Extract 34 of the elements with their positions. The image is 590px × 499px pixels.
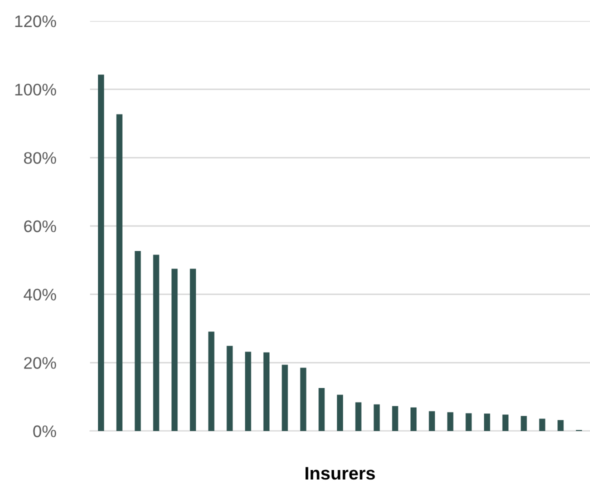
bar <box>428 411 435 431</box>
bar <box>116 114 122 431</box>
bar <box>208 332 214 431</box>
y-tick-label: 40% <box>24 288 56 301</box>
bar <box>318 388 325 431</box>
bar <box>520 416 527 431</box>
y-tick-label: 120% <box>15 15 56 28</box>
bar <box>263 352 270 431</box>
bar <box>245 352 252 431</box>
bar <box>336 394 344 431</box>
bar <box>558 420 564 431</box>
y-tick-label: 0% <box>33 425 56 438</box>
bar <box>355 402 362 431</box>
bar <box>539 418 546 431</box>
bar <box>172 268 178 431</box>
bar <box>190 268 196 431</box>
bar <box>447 412 454 431</box>
y-tick-label: 20% <box>24 357 56 369</box>
bar <box>374 404 380 431</box>
bar <box>226 346 233 431</box>
bar <box>300 368 306 431</box>
y-tick-label: 60% <box>24 220 56 232</box>
x-axis-title: Insurers <box>306 467 375 480</box>
bar <box>392 406 398 431</box>
bar <box>466 413 472 431</box>
bar <box>134 250 141 431</box>
bar <box>410 407 417 431</box>
bar <box>484 414 490 431</box>
bar <box>502 414 508 431</box>
bar <box>98 74 104 431</box>
bar <box>153 254 160 431</box>
y-tick-label: 100% <box>15 84 56 96</box>
y-tick-label: 80% <box>24 152 56 164</box>
bar <box>282 364 288 431</box>
